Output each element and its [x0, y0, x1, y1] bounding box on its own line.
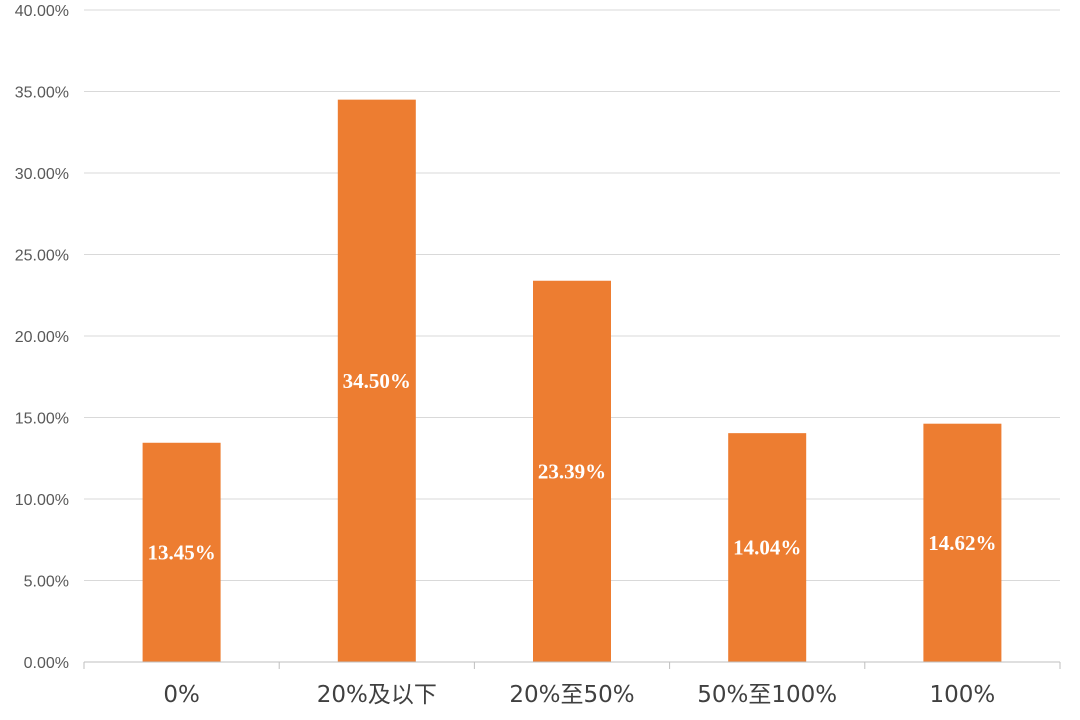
- x-tick-label: 0%: [163, 682, 200, 708]
- x-tick-label: 50%至100%: [697, 682, 837, 708]
- x-axis-tick-labels: 0% 20%及以下 20%至50% 50%至100% 100%: [163, 682, 995, 708]
- x-tick-label: 20%至50%: [509, 682, 634, 708]
- y-tick-label: 20.00%: [15, 329, 69, 346]
- bar: [142, 442, 221, 662]
- y-tick-label: 30.00%: [15, 166, 69, 183]
- x-tick-label: 100%: [930, 682, 996, 708]
- data-label: 13.45%: [147, 540, 215, 564]
- bar: [337, 99, 416, 662]
- y-tick-label: 5.00%: [24, 574, 69, 591]
- data-label: 23.39%: [538, 459, 606, 483]
- y-tick-label: 35.00%: [15, 85, 69, 102]
- bar: [923, 423, 1002, 662]
- x-tick-label: 20%及以下: [317, 682, 437, 708]
- y-tick-label: 40.00%: [15, 3, 69, 20]
- y-axis-tick-labels: 0.00% 5.00% 10.00% 15.00% 20.00% 25.00% 30.00%…: [15, 3, 69, 672]
- y-tick-label: 10.00%: [15, 492, 69, 509]
- data-label: 14.62%: [928, 531, 996, 555]
- bars: [142, 99, 1002, 662]
- y-tick-label: 25.00%: [15, 248, 69, 265]
- data-label: 34.50%: [343, 369, 411, 393]
- y-tick-label: 0.00%: [24, 655, 69, 672]
- y-tick-label: 15.00%: [15, 411, 69, 428]
- bar: [728, 433, 807, 662]
- x-axis: [83, 661, 1061, 669]
- data-label: 14.04%: [733, 536, 801, 560]
- data-labels: 13.45% 34.50% 23.39% 14.04% 14.62%: [147, 369, 996, 565]
- bar: [533, 280, 611, 662]
